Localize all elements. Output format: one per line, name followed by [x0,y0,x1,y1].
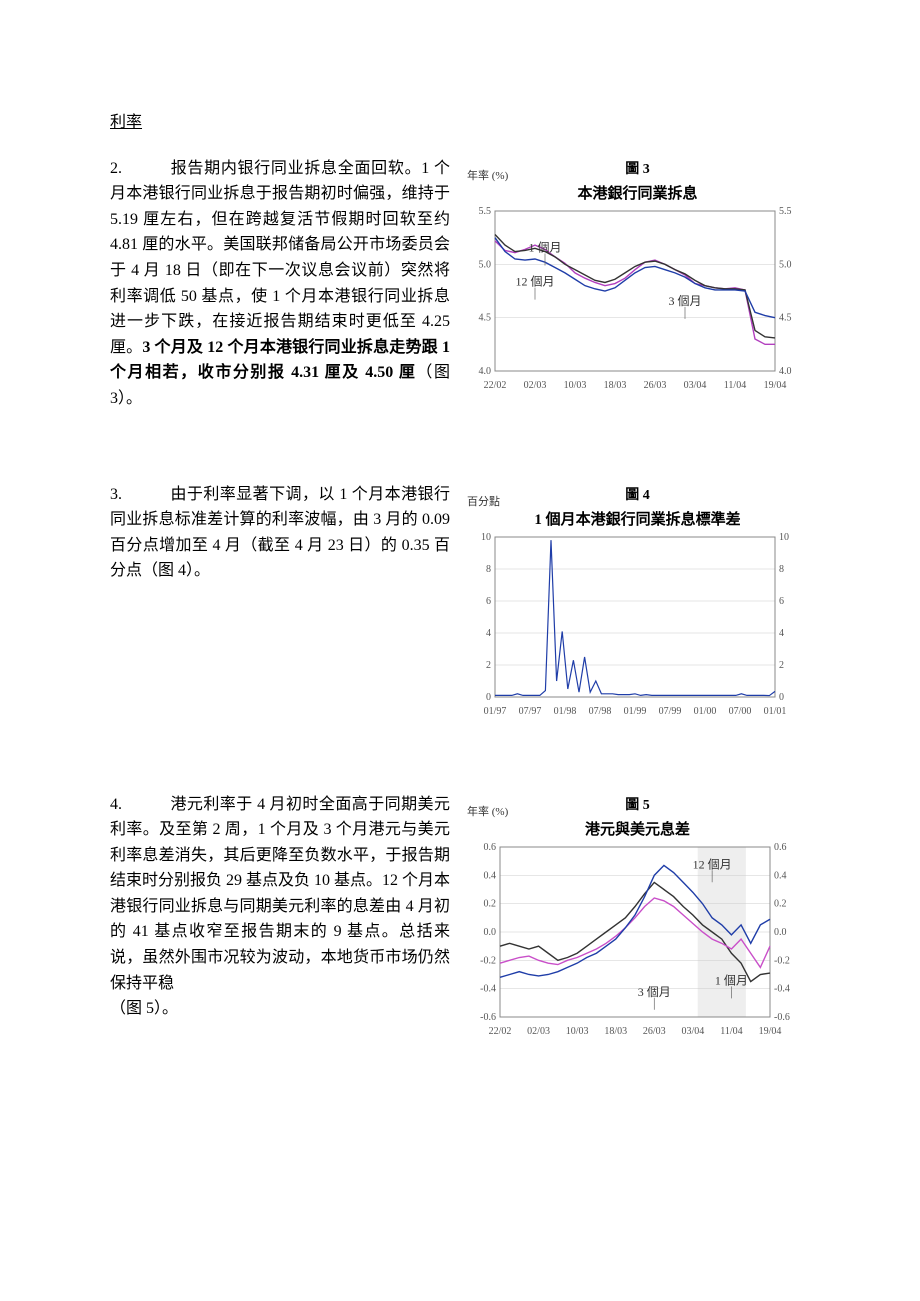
svg-text:5.0: 5.0 [479,259,492,270]
svg-text:01/97: 01/97 [484,706,507,717]
chart5-yaxis-label: 年率 (%) [467,804,812,822]
chart4-yaxis-label: 百分點 [467,494,812,512]
svg-text:0: 0 [779,692,784,703]
svg-text:0.2: 0.2 [774,898,787,909]
chart4-svg: 0 0 2 2 4 4 6 6 8 8 10 10 01/97 07/97 01/98 07/98 01/99 0… [465,532,805,722]
svg-text:07/98: 07/98 [589,706,612,717]
svg-text:12 個月: 12 個月 [693,857,732,871]
section-heading: 利率 [110,110,810,136]
chart4-series-sd [495,540,775,695]
svg-text:22/02: 22/02 [484,380,507,391]
svg-text:02/03: 02/03 [524,380,547,391]
svg-text:07/97: 07/97 [519,706,542,717]
svg-text:5.0: 5.0 [779,259,792,270]
row-para4: 4.港元利率于 4 月初时全面高于同期美元利率。及至第 2 周，1 个月及 3 … [110,792,810,1042]
para4-t0: 港元利率于 4 月初时全面高于同期美元利率。及至第 2 周，1 个月及 3 个月… [110,796,450,992]
svg-text:19/04: 19/04 [764,380,787,391]
svg-text:12 個月: 12 個月 [515,274,554,288]
svg-text:8: 8 [486,564,491,575]
svg-text:6: 6 [779,596,784,607]
para4-num: 4. [110,792,170,818]
svg-text:10: 10 [779,532,789,543]
svg-text:4: 4 [486,628,491,639]
para2-text: 2.报告期内银行同业拆息全面回软。1 个月本港银行同业拆息于报告期初时偏强，维持… [110,156,460,412]
svg-text:-0.6: -0.6 [480,1012,496,1023]
svg-text:3 個月: 3 個月 [668,293,701,307]
svg-text:10/03: 10/03 [564,380,587,391]
svg-text:-0.2: -0.2 [480,955,496,966]
para2-t0: 报告期内银行同业拆息全面回软。1 个月本港银行同业拆息于报告期初时偏强，维持于 … [110,160,450,356]
svg-text:07/00: 07/00 [729,706,752,717]
para4-t1: （图 5）。 [110,1000,178,1017]
chart5-svg: -0.6 -0.6 -0.4 -0.4 -0.2 -0.2 0.0 0.0 0.2 0.2 0.4 0… [465,842,805,1042]
svg-text:22/02: 22/02 [489,1026,512,1037]
svg-text:6: 6 [486,596,491,607]
svg-text:02/03: 02/03 [527,1026,550,1037]
svg-text:4: 4 [779,628,784,639]
row-para3: 3.由于利率显著下调，以 1 个月本港银行同业拆息标准差计算的利率波幅，由 3 … [110,482,810,722]
svg-text:07/99: 07/99 [659,706,682,717]
svg-text:0.6: 0.6 [774,842,787,853]
chart4: 0 0 2 2 4 4 6 6 8 8 10 10 01/97 07/97 01/98 07/98 01/99 0… [465,532,810,722]
svg-text:11/04: 11/04 [724,380,746,391]
svg-text:01/98: 01/98 [554,706,577,717]
svg-text:0.4: 0.4 [484,870,497,881]
chart3: 4.0 4.0 4.5 4.5 5.0 5.0 5.5 5.5 22/02 02/03 10/03 1… [465,206,810,396]
svg-text:-0.4: -0.4 [774,983,790,994]
para4-text: 4.港元利率于 4 月初时全面高于同期美元利率。及至第 2 周，1 个月及 3 … [110,792,460,1022]
svg-text:5.5: 5.5 [779,206,792,217]
svg-text:03/04: 03/04 [684,380,707,391]
chart5-container: 年率 (%) 圖 5 港元與美元息差 -0.6-0.6-0.4-0.4-0.2-… [460,792,810,1042]
svg-text:0.2: 0.2 [484,898,497,909]
svg-text:0.6: 0.6 [484,842,497,853]
chart3-svg: 4.0 4.0 4.5 4.5 5.0 5.0 5.5 5.5 22/02 02/03 10/03 1… [465,206,805,396]
svg-text:19/04: 19/04 [759,1026,782,1037]
para2-num: 2. [110,156,170,182]
para2-t1: 3 个月及 12 个月本港银行同业拆息走势跟 1 个月相若，收市分别报 4.31… [110,339,450,382]
chart4-container: 百分點 圖 4 1 個月本港銀行同業拆息標準差 0022446688101001… [460,482,810,722]
svg-text:0.0: 0.0 [484,927,497,938]
svg-text:10: 10 [481,532,491,543]
svg-text:4.0: 4.0 [779,366,792,377]
chart3-series-1個月 [495,240,775,343]
svg-text:11/04: 11/04 [720,1026,742,1037]
svg-text:1 個月: 1 個月 [715,973,748,987]
svg-text:2: 2 [779,660,784,671]
svg-text:4.5: 4.5 [479,312,492,323]
svg-text:01/01: 01/01 [764,706,787,717]
chart3-yaxis-label: 年率 (%) [467,168,812,186]
svg-text:26/03: 26/03 [643,1026,666,1037]
svg-text:0.0: 0.0 [774,927,787,938]
svg-text:0: 0 [486,692,491,703]
svg-text:10/03: 10/03 [566,1026,589,1037]
chart5: -0.6 -0.6 -0.4 -0.4 -0.2 -0.2 0.0 0.0 0.2 0.2 0.4 0… [465,842,810,1042]
svg-text:18/03: 18/03 [604,380,627,391]
svg-text:26/03: 26/03 [644,380,667,391]
svg-text:4.5: 4.5 [779,312,792,323]
svg-text:-0.2: -0.2 [774,955,790,966]
svg-text:-0.6: -0.6 [774,1012,790,1023]
svg-text:-0.4: -0.4 [480,983,496,994]
svg-text:2: 2 [486,660,491,671]
svg-text:8: 8 [779,564,784,575]
para3-num: 3. [110,482,170,508]
svg-text:5.5: 5.5 [479,206,492,217]
svg-text:4.0: 4.0 [479,366,492,377]
svg-text:01/99: 01/99 [624,706,647,717]
svg-text:3 個月: 3 個月 [638,984,671,998]
svg-text:03/04: 03/04 [681,1026,704,1037]
svg-text:1 個月: 1 個月 [528,240,561,254]
svg-text:18/03: 18/03 [604,1026,627,1037]
chart3-container: 年率 (%) 圖 3 本港銀行同業拆息 4.04.04.54.55.05.05.… [460,156,810,396]
row-para2: 2.报告期内银行同业拆息全面回软。1 个月本港银行同业拆息于报告期初时偏强，维持… [110,156,810,412]
svg-text:01/00: 01/00 [694,706,717,717]
svg-text:0.4: 0.4 [774,870,787,881]
para3-text: 3.由于利率显著下调，以 1 个月本港银行同业拆息标准差计算的利率波幅，由 3 … [110,482,460,584]
